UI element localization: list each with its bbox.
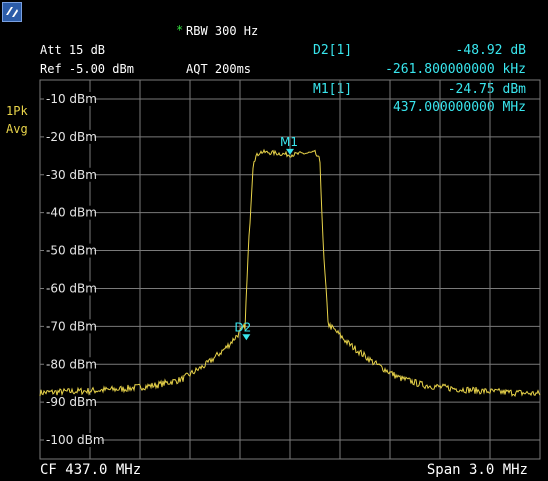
y-tick-label-bg xyxy=(44,205,95,220)
y-tick-label: -40 dBm xyxy=(46,206,97,220)
center-frequency-readout[interactable]: CF 437.0 MHz xyxy=(40,462,142,478)
m1-marker-triangle[interactable] xyxy=(286,148,294,155)
attenuation-readout[interactable]: Att 15 dB xyxy=(40,43,106,57)
y-tick-label-bg xyxy=(44,129,95,144)
d2-marker-frequency: -261.800000000 kHz xyxy=(385,62,526,77)
rbw-readout[interactable]: RBW 300 Hz xyxy=(186,24,259,38)
d2-marker-tag: D2 xyxy=(234,320,251,334)
rohde-schwarz-logo xyxy=(2,2,22,22)
y-tick-label: -90 dBm xyxy=(46,395,97,409)
y-tick-label: -20 dBm xyxy=(46,130,97,144)
y-tick-label: -10 dBm xyxy=(46,92,97,106)
y-tick-label: -80 dBm xyxy=(46,357,97,371)
footer-bar xyxy=(0,462,548,481)
m1-marker-tag: M1 xyxy=(280,135,298,149)
y-tick-label-bg xyxy=(44,281,95,296)
y-tick-label-bg xyxy=(44,243,95,258)
d2-marker-label[interactable]: D2[1] xyxy=(313,43,353,58)
y-tick-label-bg xyxy=(44,91,95,106)
spectrum-trace xyxy=(39,148,541,397)
y-tick-label: -100 dBm xyxy=(46,433,105,447)
rbw-modified-indicator: * xyxy=(176,23,184,37)
y-tick-label-bg xyxy=(44,395,95,410)
span-readout[interactable]: Span 3.0 MHz xyxy=(426,462,528,478)
m1-marker-label[interactable]: M1[1] xyxy=(313,82,353,97)
y-tick-label: -30 dBm xyxy=(46,168,97,182)
trace-detector-label: 1Pk xyxy=(6,104,28,118)
d2-marker-triangle[interactable] xyxy=(242,334,251,341)
m1-marker-value: -24.75 dBm xyxy=(447,82,526,97)
acquisition-time-readout[interactable]: AQT 200ms xyxy=(186,62,252,76)
y-tick-label-bg xyxy=(44,319,95,334)
y-tick-label-bg xyxy=(44,167,95,182)
y-tick-label-bg xyxy=(44,357,95,372)
y-tick-label-bg xyxy=(44,433,101,448)
trace-mode-label: Avg xyxy=(6,122,28,136)
reference-level-readout[interactable]: Ref -5.00 dBm xyxy=(40,62,134,76)
y-tick-label: -70 dBm xyxy=(46,319,97,333)
y-tick-label: -60 dBm xyxy=(46,281,97,295)
m1-marker-frequency: 437.000000000 MHz xyxy=(392,100,526,115)
y-tick-label: -50 dBm xyxy=(46,244,97,258)
d2-marker-value: -48.92 dB xyxy=(455,43,526,58)
